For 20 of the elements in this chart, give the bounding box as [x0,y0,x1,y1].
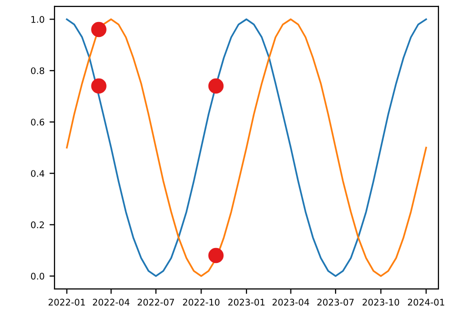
point [208,248,224,264]
y-tick-label: 0.0 [31,272,44,280]
y-tick-label: 0.4 [31,170,44,177]
point [91,22,106,38]
x-tick-label: 2023-10 [362,298,400,306]
x-tick-label: 2023-04 [272,298,310,306]
x-tick-label: 2023-01 [228,298,265,306]
x-tick-label: 2024-01 [408,298,444,306]
y-tick-label: 0.2 [31,221,44,228]
x-tick-label: 2023-07 [317,298,354,306]
x-tick-label: 2022-07 [138,298,174,306]
y-tick-label: 0.6 [31,118,44,126]
x-tick-label: 2022-01 [48,298,85,306]
y-tick-label: 0.8 [31,67,44,74]
point [91,78,106,94]
line-series [66,18,427,277]
x-tick-label: 2022-04 [92,298,130,306]
point [208,78,224,94]
y-tick-label: 1.0 [31,16,44,23]
x-tick-label: 2022-10 [182,298,220,306]
